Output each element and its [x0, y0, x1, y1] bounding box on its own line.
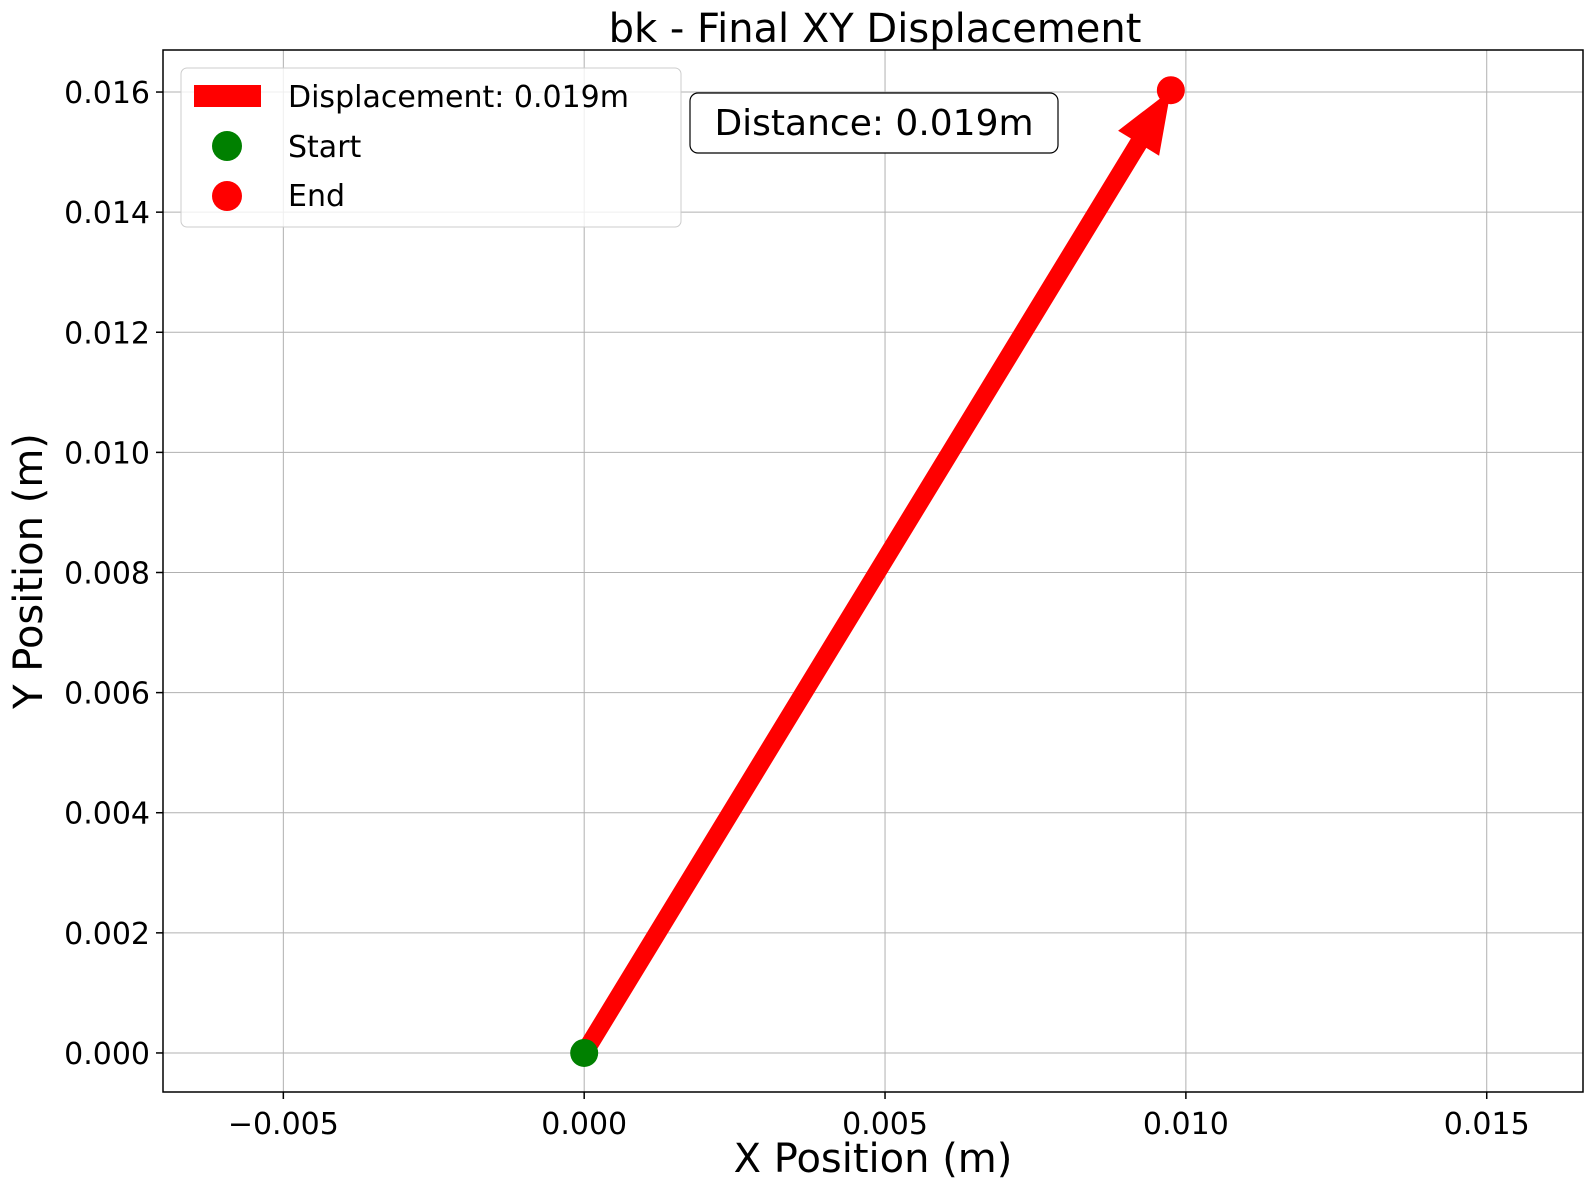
legend-swatch-displacement	[194, 85, 261, 107]
y-tick-label: 0.016	[64, 76, 150, 111]
legend-marker-start	[212, 131, 242, 161]
y-tick-label: 0.014	[64, 196, 150, 231]
start-point	[570, 1038, 599, 1067]
y-tick-label: 0.004	[64, 797, 150, 832]
legend-marker-end	[212, 181, 242, 211]
x-tick-label: 0.005	[842, 1107, 928, 1142]
plot-frame	[162, 49, 1584, 1093]
y-tick-label: 0.006	[64, 677, 150, 712]
x-tick-label: −0.005	[228, 1107, 339, 1142]
y-axis-label: Y Position (m)	[6, 433, 52, 710]
x-axis-label: X Position (m)	[734, 1136, 1013, 1182]
y-tick-label: 0.000	[64, 1037, 150, 1072]
x-tick-label: 0.010	[1143, 1107, 1229, 1142]
legend: Displacement: 0.019m Start End	[180, 67, 682, 228]
legend-label-displacement: Displacement: 0.019m	[288, 80, 629, 115]
data-layer	[570, 76, 1185, 1067]
x-tick-label: 0.015	[1444, 1107, 1530, 1142]
x-tick-label: 0.000	[541, 1107, 627, 1142]
y-tick-label: 0.010	[64, 436, 150, 471]
annotation-text: Distance: 0.019m	[714, 103, 1033, 144]
y-axis-ticks: 0.000 0.002 0.004 0.006 0.008 0.010 0.012 0.014…	[64, 76, 163, 1072]
end-point	[1156, 76, 1185, 105]
distance-annotation: Distance: 0.019m	[689, 92, 1059, 154]
chart-title: bk - Final XY Displacement	[609, 6, 1142, 52]
grid-lines	[163, 50, 1583, 1092]
legend-box	[180, 67, 682, 228]
legend-label-start: Start	[288, 130, 362, 165]
displacement-arrow	[576, 90, 1171, 1058]
x-axis-ticks: −0.005 0.000 0.005 0.010 0.015	[228, 1092, 1530, 1142]
y-tick-label: 0.012	[64, 316, 150, 351]
y-tick-label: 0.002	[64, 917, 150, 952]
y-tick-label: 0.008	[64, 557, 150, 592]
annotation-box	[689, 92, 1059, 154]
legend-label-end: End	[288, 179, 345, 214]
